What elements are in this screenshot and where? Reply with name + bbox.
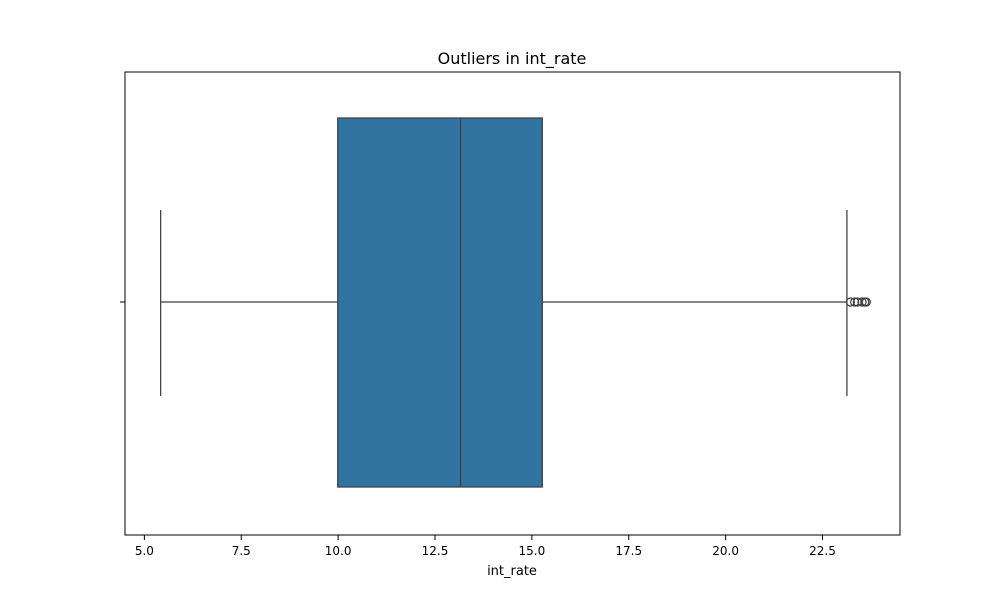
x-tick-label: 20.0: [712, 544, 739, 558]
outlier-point: [845, 297, 856, 307]
x-tick-label: 5.0: [135, 544, 154, 558]
outlier-point: [850, 297, 860, 307]
outlier-point: [857, 297, 867, 307]
plot-area: [160, 117, 871, 488]
outlier-point: [861, 297, 871, 307]
outlier-point: [852, 297, 862, 307]
x-tick-label: 17.5: [615, 544, 642, 558]
x-axis: 5.0 7.5 10.0 12.5 15.0 17.5 20.0 22.5: [135, 535, 836, 558]
iqr-box: [337, 117, 543, 488]
x-tick-label: 7.5: [232, 544, 251, 558]
plot-frame: [124, 71, 901, 536]
chart-title: Outliers in int_rate: [438, 49, 587, 69]
x-tick-label: 10.0: [325, 544, 352, 558]
x-tick-label: 22.5: [809, 544, 836, 558]
x-axis-label: int_rate: [487, 564, 537, 579]
x-tick-label: 12.5: [422, 544, 449, 558]
x-tick-label: 15.0: [519, 544, 546, 558]
